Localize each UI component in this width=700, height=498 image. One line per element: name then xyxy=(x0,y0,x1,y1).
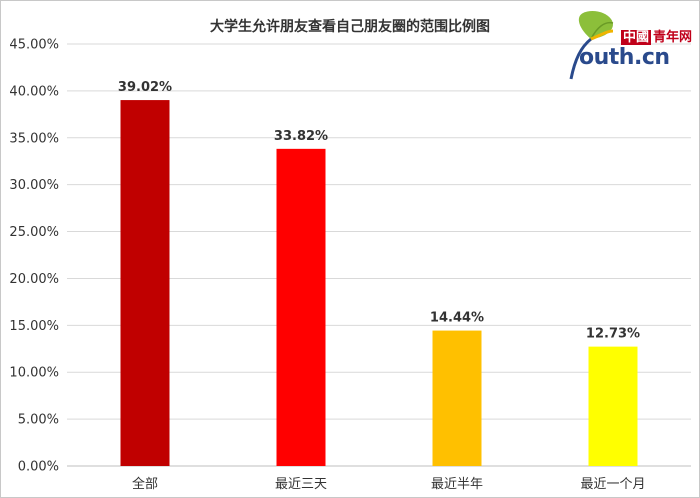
data-label: 33.82% xyxy=(274,129,328,144)
y-tick-label: 25.00% xyxy=(9,225,59,240)
youth-cn-logo: 中國 青年网 outh.cn xyxy=(561,9,697,83)
y-tick-label: 15.00% xyxy=(9,319,59,334)
bar xyxy=(120,100,170,467)
y-tick-label: 10.00% xyxy=(9,366,59,381)
bar xyxy=(276,148,326,466)
y-tick-label: 35.00% xyxy=(9,131,59,146)
y-tick-label: 30.00% xyxy=(9,178,59,193)
data-label: 14.44% xyxy=(430,311,484,326)
logo-cn-label: 青年网 xyxy=(653,30,693,45)
x-tick-label: 最近三天 xyxy=(275,477,327,492)
x-tick-label: 全部 xyxy=(132,476,158,492)
y-tick-label: 5.00% xyxy=(18,413,59,428)
y-tick-label: 45.00% xyxy=(9,38,59,53)
data-labels: 39.02% 33.82% 14.44% 12.73% xyxy=(118,80,640,342)
x-tick-label: 最近一个月 xyxy=(580,477,645,492)
bars xyxy=(120,100,638,467)
x-axis-ticks: 全部 最近三天 最近半年 最近一个月 xyxy=(132,476,646,492)
gridlines xyxy=(67,43,691,467)
bar xyxy=(432,330,482,466)
y-tick-label: 0.00% xyxy=(18,460,59,475)
data-label: 12.73% xyxy=(586,327,640,342)
logo-chinese-text: 中國 青年网 xyxy=(621,26,692,45)
data-label: 39.02% xyxy=(118,80,172,95)
y-tick-label: 40.00% xyxy=(9,84,59,99)
bar xyxy=(588,346,638,466)
logo-badge: 中國 xyxy=(621,30,652,45)
x-tick-label: 最近半年 xyxy=(431,477,483,492)
y-tick-label: 20.00% xyxy=(9,272,59,287)
chart-title: 大学生允许朋友查看自己朋友圈的范围比例图 xyxy=(210,18,490,35)
logo-english-text: outh.cn xyxy=(579,45,670,70)
ginkgo-leaf-icon xyxy=(569,11,614,80)
y-axis-ticks: 0.00% 5.00% 10.00% 15.00% 20.00% 25.00% 30.00%… xyxy=(9,38,59,475)
